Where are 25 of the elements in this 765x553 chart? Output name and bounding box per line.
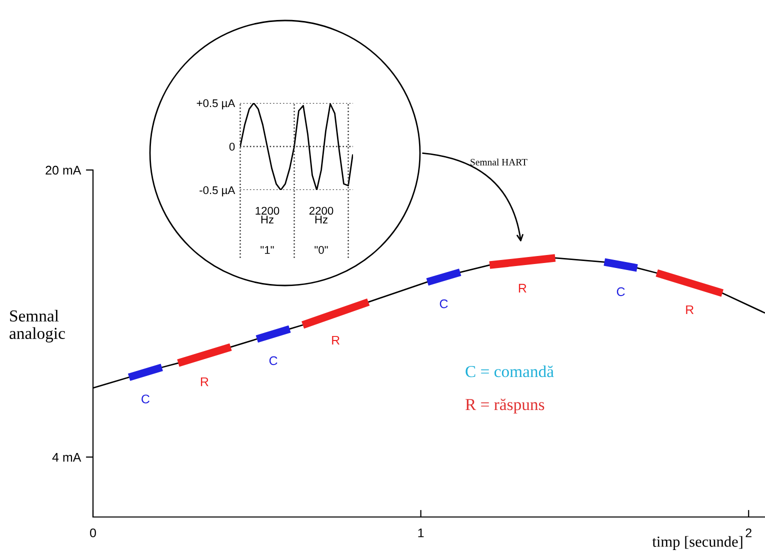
annotation: C — [142, 394, 150, 404]
annotation: C — [616, 287, 625, 296]
text: Semnal HART — [470, 158, 528, 166]
y-tick-label: -0.5 µA — [200, 186, 236, 196]
annotation: R — [518, 284, 526, 293]
y-tick-label: +0.5 µA — [196, 99, 236, 110]
annotation: 2200 Hz — [309, 206, 334, 224]
y-axis-title: Semnal analogic — [10, 310, 65, 342]
annotation: 1200 Hz — [256, 206, 280, 224]
y-tick-label: 4 mA — [52, 453, 82, 462]
x-tick-label: 1 — [418, 528, 424, 538]
annotation: R — [332, 336, 340, 345]
y-tick-label: 20 mA — [46, 166, 82, 175]
annotation: "1" — [260, 246, 274, 254]
annotation: "0" — [314, 246, 328, 254]
annotation: C = comandă — [466, 365, 554, 378]
y-tick-label: 0 — [229, 142, 235, 151]
x-tick-label: 2 — [746, 528, 752, 538]
x-tick-label: 0 — [90, 528, 96, 538]
x-axis-title: timp [secunde] — [652, 536, 742, 550]
annotation: C — [269, 356, 278, 366]
annotation: R — [200, 377, 208, 386]
annotation: C — [440, 299, 448, 308]
annotation: R — [686, 305, 694, 314]
annotation: R = răspuns — [465, 398, 544, 414]
